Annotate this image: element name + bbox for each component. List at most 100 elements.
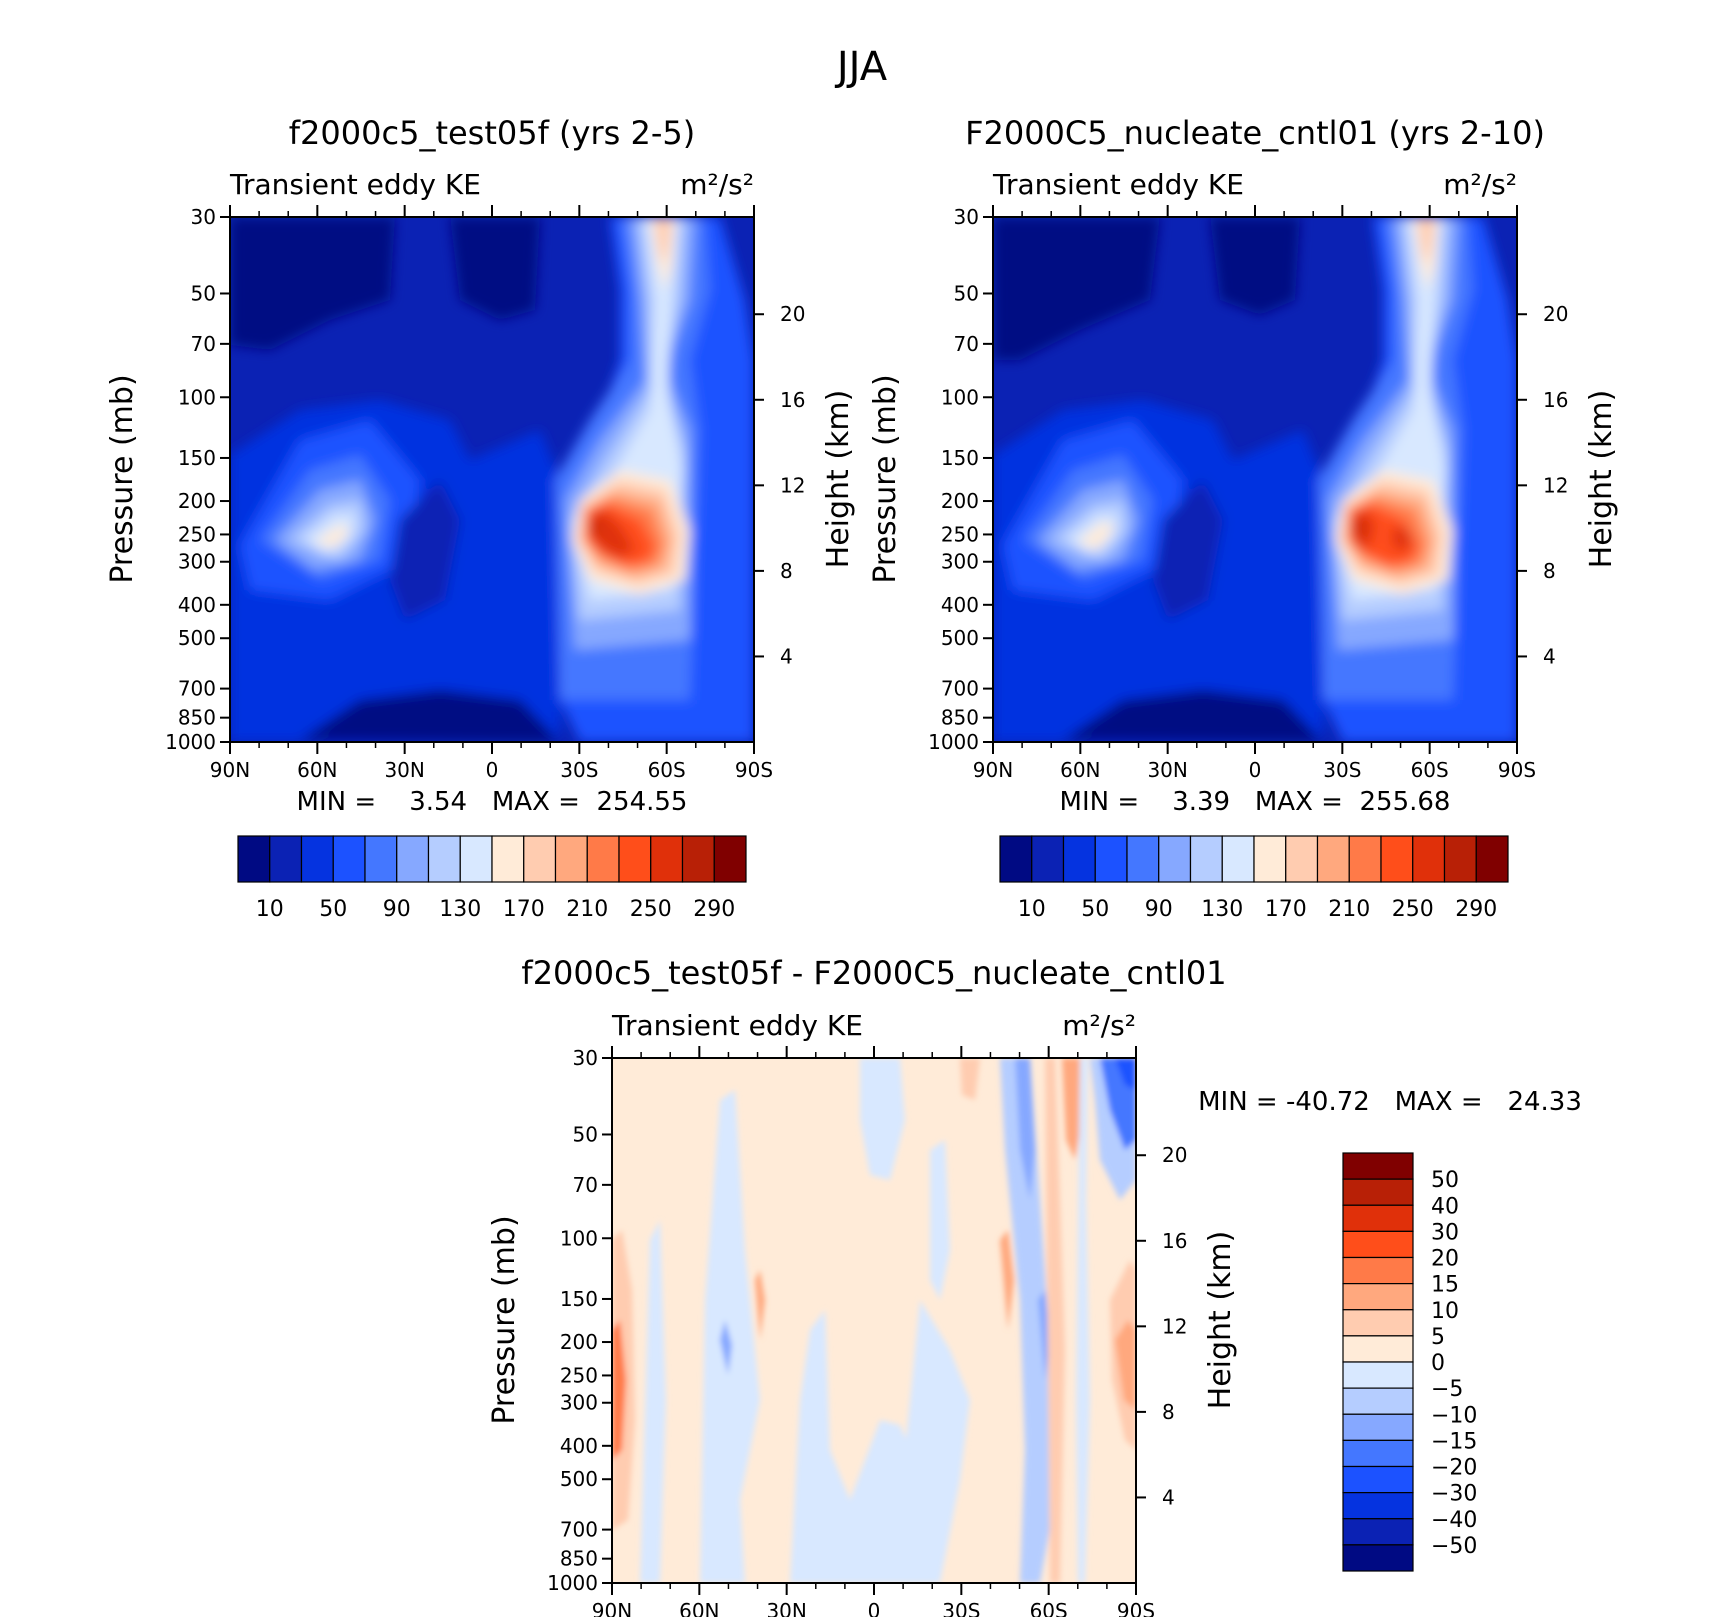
panel-2-field	[993, 217, 1517, 742]
y-tick-label: 500	[560, 1467, 598, 1491]
height-tick-label: 8	[1162, 1400, 1175, 1424]
y-tick-label: 150	[941, 446, 979, 470]
colorbar-swatch	[1348, 835, 1382, 883]
y-tick-label: 400	[941, 593, 979, 617]
colorbar-label: 250	[630, 897, 672, 922]
colorbar-swatch	[364, 835, 398, 883]
colorbar-swatch	[237, 835, 271, 883]
x-tick-label: 90N	[210, 758, 250, 782]
x-tick-label: 30S	[942, 1599, 980, 1617]
colorbar-swatch	[427, 835, 461, 883]
height-tick-label: 20	[780, 302, 805, 326]
y-tick-label: 250	[560, 1363, 598, 1387]
panel-3-stats: MIN = -40.72 MAX = 24.33	[1198, 1087, 1582, 1117]
y-tick-label: 850	[560, 1547, 598, 1571]
colorbar-label: 50	[1431, 1168, 1459, 1193]
y-tick-label: 250	[941, 522, 979, 546]
height-tick-label: 20	[1543, 302, 1568, 326]
x-tick-label: 60S	[1030, 1599, 1068, 1617]
x-tick-label: 90S	[735, 758, 773, 782]
panel-2-ylabel-right: Height (km)	[1584, 390, 1619, 569]
panel-3-units: m²/s²	[1062, 1009, 1136, 1042]
colorbar-label: 130	[1201, 897, 1243, 922]
y-tick-label: 500	[178, 626, 216, 650]
colorbar-swatch	[1031, 835, 1065, 883]
panel-1-title: f2000c5_test05f (yrs 2-5)	[289, 114, 695, 152]
y-tick-label: 300	[178, 550, 216, 574]
colorbar-label: 130	[439, 897, 481, 922]
y-tick-label: 200	[941, 489, 979, 513]
colorbar-swatch	[1221, 835, 1255, 883]
x-tick-label: 90N	[592, 1599, 632, 1617]
colorbar-swatch	[1094, 835, 1128, 883]
y-tick-label: 70	[954, 332, 979, 356]
y-tick-label: 700	[560, 1518, 598, 1542]
colorbar-label: −50	[1431, 1534, 1477, 1559]
colorbar-swatch	[1342, 1544, 1414, 1572]
y-tick-label: 500	[941, 626, 979, 650]
colorbar-swatch	[1316, 835, 1350, 883]
y-tick-label: 150	[560, 1287, 598, 1311]
colorbar-label: −5	[1431, 1377, 1463, 1402]
x-tick-label: 30S	[560, 758, 598, 782]
panel-3-ylabel-right: Height (km)	[1203, 1231, 1238, 1410]
y-tick-label: 400	[560, 1434, 598, 1458]
height-tick-label: 12	[1543, 473, 1568, 497]
x-tick-label: 0	[868, 1599, 881, 1617]
colorbar-swatch	[1342, 1518, 1414, 1546]
panel-3-axes: 305070100150200250300400500700850100090N…	[547, 1046, 1187, 1617]
colorbar-swatch	[1475, 835, 1509, 883]
panel-2-ylabel: Pressure (mb)	[868, 374, 903, 583]
y-tick-label: 150	[178, 446, 216, 470]
colorbar-swatch	[1342, 1387, 1414, 1415]
x-tick-label: 0	[1249, 758, 1262, 782]
y-tick-label: 700	[941, 677, 979, 701]
colorbar-swatch	[1380, 835, 1414, 883]
colorbar-swatch	[523, 835, 557, 883]
colorbar-swatch	[586, 835, 620, 883]
colorbar-swatch	[1189, 835, 1223, 883]
colorbar-label: 30	[1431, 1220, 1459, 1245]
colorbar-swatch	[618, 835, 652, 883]
x-tick-label: 30N	[1147, 758, 1187, 782]
y-tick-label: 700	[178, 677, 216, 701]
colorbar-swatch	[332, 835, 366, 883]
colorbar-swatch	[713, 835, 747, 883]
colorbar-label: 40	[1431, 1194, 1459, 1219]
y-tick-label: 200	[560, 1330, 598, 1354]
y-tick-label: 850	[178, 706, 216, 730]
colorbar-swatch	[1342, 1230, 1414, 1259]
colorbar-swatch	[1342, 1335, 1414, 1363]
y-tick-label: 850	[941, 706, 979, 730]
x-tick-label: 90S	[1498, 758, 1536, 782]
colorbar-swatch	[1342, 1283, 1414, 1311]
height-tick-label: 4	[780, 644, 793, 668]
colorbar-label: 170	[503, 897, 545, 922]
colorbar-label: 10	[1431, 1299, 1459, 1324]
x-tick-label: 60N	[679, 1599, 719, 1617]
x-tick-label: 90N	[973, 758, 1013, 782]
height-tick-label: 12	[1162, 1314, 1187, 1338]
panel-3-left-label: Transient eddy KE	[611, 1009, 863, 1042]
panel-1-left-label: Transient eddy KE	[229, 168, 481, 201]
x-tick-label: 60N	[297, 758, 337, 782]
y-tick-label: 30	[573, 1046, 598, 1070]
colorbar-label: 10	[256, 897, 284, 922]
x-tick-label: 30S	[1323, 758, 1361, 782]
colorbar-label: 170	[1265, 897, 1307, 922]
colorbar-swatch	[1253, 835, 1287, 883]
colorbar-label: −15	[1431, 1429, 1477, 1454]
x-tick-label: 60N	[1060, 758, 1100, 782]
panel-3-ylabel: Pressure (mb)	[487, 1215, 522, 1424]
colorbar-label: 90	[383, 897, 411, 922]
x-tick-label: 90S	[1117, 1599, 1155, 1617]
height-tick-label: 20	[1162, 1143, 1187, 1167]
colorbar-label: 50	[1081, 897, 1109, 922]
colorbar-swatch	[1412, 835, 1446, 883]
panel-3: f2000c5_test05f - F2000C5_nucleate_cntl0…	[487, 954, 1582, 1617]
colorbar-label: −20	[1431, 1456, 1477, 1481]
height-tick-label: 16	[780, 388, 805, 412]
panel-1-ylabel: Pressure (mb)	[105, 374, 140, 583]
colorbar-swatch	[1342, 1204, 1414, 1232]
